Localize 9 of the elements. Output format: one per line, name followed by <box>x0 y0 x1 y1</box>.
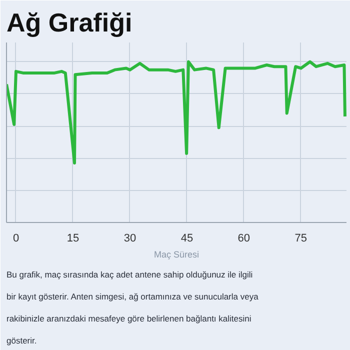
text: Bu grafik, maç sırasında kaç adet antene sahip olduğunuz ile ilgili bir kayıt gösterir. Anten simgesi, ağ ortamınıza ve sunucularla veya rakibinizle aranızdaki mesafeye göre belirlenen bağlantı kalitesini gösterir. <box>6 270 258 346</box>
chart-title: Ağ Grafiği <box>6 8 132 38</box>
x-tick-label: 75 <box>294 232 308 244</box>
x-tick-label: 0 <box>12 232 20 244</box>
x-tick-label: 60 <box>238 232 250 244</box>
x-tick-label: 30 <box>124 232 136 244</box>
x-tick-label: 45 <box>180 232 194 244</box>
x-tick-label: 15 <box>66 232 80 244</box>
x-axis-title: Maç Süresi <box>154 250 200 260</box>
